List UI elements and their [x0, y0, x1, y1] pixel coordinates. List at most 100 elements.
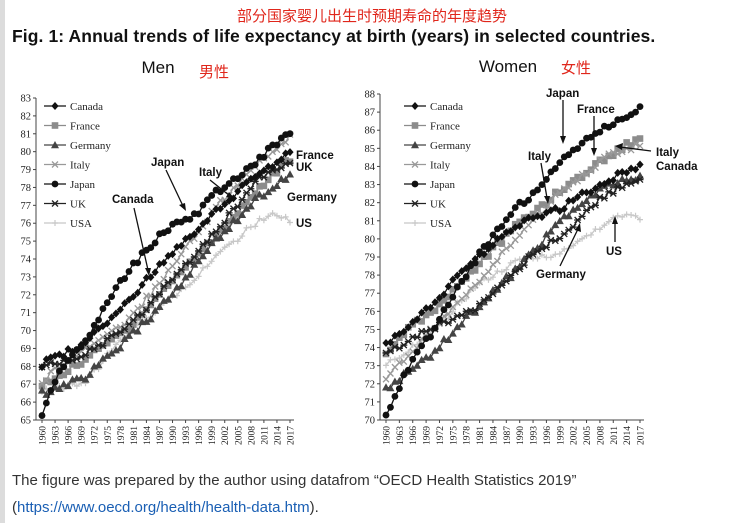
men-point-italy: [42, 377, 50, 384]
men-point-japan: [225, 180, 233, 187]
women-point-uk: [529, 251, 537, 259]
men-point-germany: [194, 257, 203, 265]
men-series-germany: [38, 170, 294, 398]
men-legend-label: Japan: [70, 179, 96, 191]
women-legend-usa: USA: [404, 218, 452, 230]
women-xtick-label: 1978: [463, 426, 473, 445]
men-ytick-label: 74: [21, 255, 32, 266]
men-annotation-us: US: [296, 218, 312, 230]
women-point-uk: [471, 307, 479, 315]
men-arrowhead-japan: [179, 203, 186, 211]
charts-svg: Men 男性 65 66 67 68 69 70 71 72 73 74 75 76 77 78 79 80 8…: [21, 57, 699, 445]
women-legend-marker: [412, 220, 418, 226]
men-legend-marker: [51, 180, 59, 188]
women-point-japan: [525, 196, 532, 204]
men-point-japan: [112, 284, 120, 292]
men-point-japan: [77, 343, 85, 351]
women-point-uk: [591, 201, 599, 209]
men-point-japan: [64, 357, 72, 364]
men-legend-italy: Italy: [44, 160, 91, 172]
men-xtick-label: 1975: [104, 426, 114, 445]
men-point-canada: [90, 328, 98, 337]
men-annotations: Japan Canada Italy France UK Germany US: [112, 150, 337, 276]
men-point-france: [164, 282, 172, 290]
women-point-italy: [493, 257, 501, 265]
men-point-japan: [164, 227, 172, 235]
men-point-germany: [59, 380, 68, 388]
men-annotation-italy: Italy: [199, 167, 223, 179]
women-xtick-label: 2008: [596, 426, 606, 445]
women-legend-label: Japan: [430, 179, 456, 191]
women-point-canada: [449, 275, 457, 284]
women-point-japan: [556, 159, 564, 167]
women-point-italy: [462, 291, 470, 299]
men-point-germany: [142, 317, 151, 325]
men-point-canada: [55, 350, 64, 359]
women-point-italy: [632, 140, 640, 148]
men-point-france: [77, 361, 85, 368]
men-xtick-label: 1999: [208, 426, 218, 445]
men-point-canada: [177, 241, 185, 250]
men-point-italy: [160, 275, 168, 283]
women-ytick-label: 74: [365, 343, 376, 354]
women-point-france: [592, 160, 599, 167]
women-point-canada: [596, 180, 604, 189]
women-point-germany: [444, 335, 453, 344]
footer-close-paren: ).: [309, 499, 319, 516]
women-legend-marker: [411, 200, 419, 207]
men-point-france: [282, 157, 289, 164]
men-point-france: [286, 158, 294, 165]
women-point-italy: [516, 232, 524, 240]
women-point-france: [529, 210, 537, 218]
women-point-france: [609, 152, 617, 160]
women-point-usa: [383, 362, 389, 369]
women-legend-japan: Japan: [404, 179, 456, 191]
women-point-canada: [524, 213, 533, 222]
women-point-japan: [458, 277, 466, 285]
men-point-japan: [203, 196, 211, 204]
women-point-canada: [574, 192, 582, 201]
men-point-uk: [186, 258, 194, 266]
women-point-france: [422, 311, 430, 319]
men-point-germany: [259, 192, 268, 200]
women-point-germany: [542, 230, 551, 238]
men-legend-japan: Japan: [44, 179, 96, 191]
men-point-uk: [147, 299, 155, 307]
men-chart: Men 男性 65 66 67 68 69 70 71 72 73 74 75 76 77 78 79 80 8…: [21, 58, 338, 445]
men-point-france: [38, 382, 46, 390]
women-legend-marker: [411, 180, 419, 188]
women-point-canada: [413, 315, 421, 324]
men-point-germany: [281, 175, 290, 183]
men-xtick-label: 1981: [130, 426, 140, 445]
men-point-canada: [260, 166, 268, 175]
women-xtick-label: 1990: [516, 426, 526, 445]
men-point-germany: [155, 302, 164, 311]
women-point-italy: [386, 370, 394, 377]
women-arrowhead-italy: [544, 196, 550, 204]
women-legend-marker: [411, 122, 419, 129]
men-point-usa: [199, 264, 206, 271]
men-point-japan: [95, 316, 102, 324]
women-point-uk: [449, 315, 457, 323]
women-xtick-label: 1993: [530, 426, 540, 445]
men-point-japan: [82, 337, 89, 345]
women-annotation-japan: Japan: [546, 88, 579, 100]
women-point-france: [636, 135, 644, 142]
women-point-uk: [609, 190, 617, 197]
men-point-japan: [90, 321, 98, 329]
women-point-japan: [462, 273, 470, 281]
women-legend-label: Canada: [430, 101, 463, 113]
men-point-france: [130, 321, 137, 328]
men-xtick-label: 2002: [221, 426, 231, 445]
women-point-italy: [502, 245, 510, 252]
women-ytick-label: 88: [365, 90, 376, 101]
men-ytick-label: 82: [21, 111, 32, 122]
men-point-france: [103, 339, 111, 347]
women-point-uk: [583, 206, 591, 214]
oecd-source-link[interactable]: https://www.oecd.org/health/health-data.…: [17, 499, 310, 516]
footer-open-paren: (: [12, 499, 17, 516]
women-point-japan: [578, 139, 586, 147]
men-xtick-label: 1996: [195, 426, 205, 445]
women-xtick-label: 1984: [489, 426, 499, 445]
men-point-france: [264, 176, 272, 184]
